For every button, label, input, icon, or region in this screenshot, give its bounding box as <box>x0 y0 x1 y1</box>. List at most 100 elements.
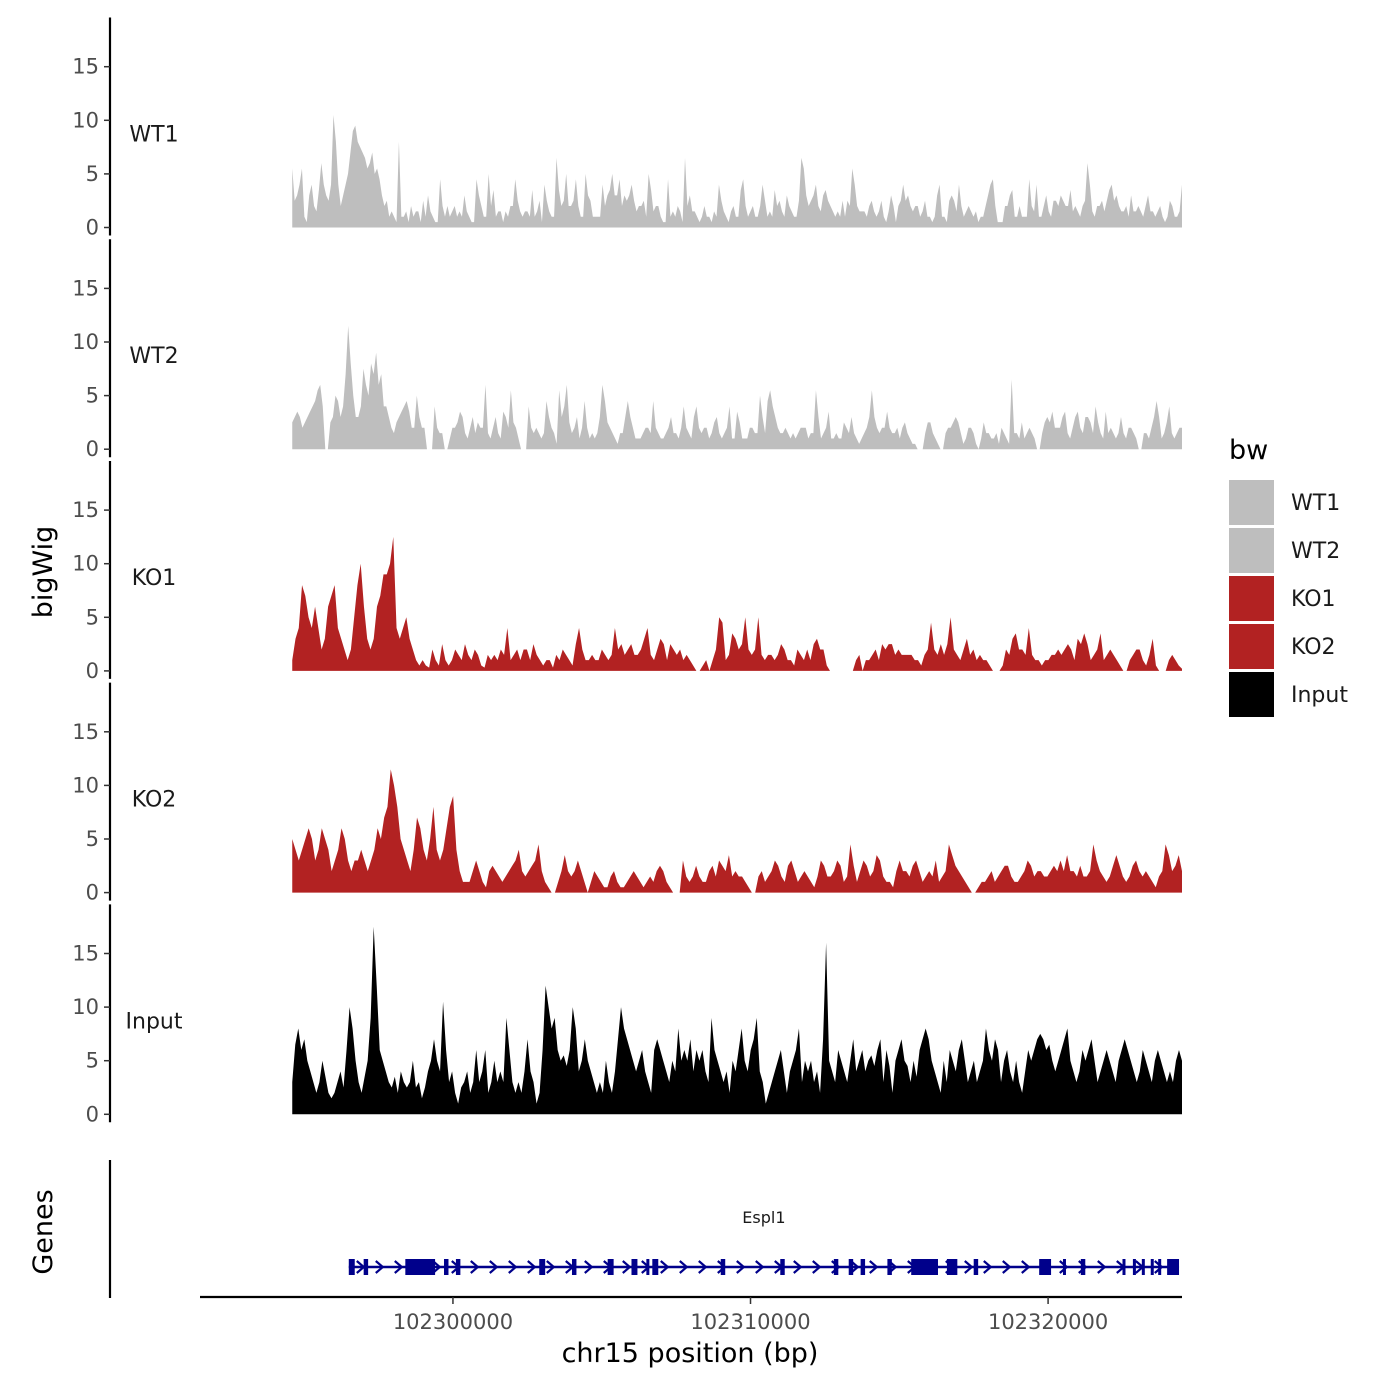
track-wt2: 0 5 10 15 WT2 <box>72 239 1182 461</box>
gene-exon <box>631 1259 638 1275</box>
genes-panel: Espl1 <box>108 1160 1180 1298</box>
strand-arrow <box>736 1260 746 1274</box>
y-tick-label: 15 <box>72 720 99 744</box>
y-tick-label: 10 <box>72 552 99 576</box>
gene-exon <box>720 1259 726 1275</box>
strand-arrow <box>489 1260 499 1274</box>
gene-exon <box>1062 1259 1066 1275</box>
legend-swatch <box>1229 528 1274 573</box>
y-tick-label: 10 <box>72 995 99 1019</box>
y-axis-title: bigWig <box>28 526 59 619</box>
strand-arrow <box>1021 1260 1031 1274</box>
track-area-ko2 <box>292 769 1182 893</box>
legend-swatch <box>1229 480 1274 525</box>
gene-exon <box>571 1259 577 1275</box>
y-tick-label: 5 <box>86 162 99 186</box>
strand-arrow <box>546 1260 556 1274</box>
legend-entries: WT1 WT2 KO1 KO2 Input <box>1229 480 1348 717</box>
track-wt1: 0 5 10 15 WT1 <box>72 17 1182 240</box>
y-tick-label: 15 <box>72 276 99 300</box>
y-tick-label: 15 <box>72 498 99 522</box>
gene-exon <box>1167 1259 1180 1275</box>
strand-arrow <box>375 1260 385 1274</box>
y-tick-label: 15 <box>72 942 99 966</box>
strand-arrow <box>1002 1260 1012 1274</box>
x-tick-label: 102320000 <box>988 1310 1108 1334</box>
gene-label: Espl1 <box>742 1208 785 1227</box>
strand-arrow <box>1097 1260 1107 1274</box>
legend-swatch <box>1229 672 1274 717</box>
strand-arrow <box>812 1260 822 1274</box>
gene-exon <box>1150 1259 1154 1275</box>
y-tick-label: 10 <box>72 330 99 354</box>
gene-exon <box>607 1259 614 1275</box>
x-axis: 102300000 102310000 102320000 <box>200 1295 1182 1334</box>
strand-arrow <box>698 1260 708 1274</box>
track-label: Input <box>126 1009 183 1034</box>
track-label: KO1 <box>132 566 177 591</box>
track-input: 0 5 10 15 Input <box>72 904 1182 1126</box>
legend-entry-ko2: KO2 <box>1229 624 1336 669</box>
legend-swatch <box>1229 576 1274 621</box>
gene-exon <box>348 1259 355 1275</box>
y-tick-label: 0 <box>86 1102 99 1126</box>
strand-arrow <box>793 1260 803 1274</box>
strand-arrow <box>660 1260 670 1274</box>
x-tick-label: 102310000 <box>690 1310 810 1334</box>
y-tick-label: 0 <box>86 881 99 905</box>
legend-swatch <box>1229 624 1274 669</box>
y-tick-label: 5 <box>86 384 99 408</box>
gene-exon <box>363 1259 369 1275</box>
legend-entry-wt2: WT2 <box>1229 528 1340 573</box>
legend-label: WT2 <box>1291 539 1340 564</box>
gene-exon <box>887 1259 892 1275</box>
legend-label: WT1 <box>1291 491 1340 516</box>
gene-exon <box>1039 1259 1052 1275</box>
legend-label: Input <box>1291 683 1348 708</box>
track-label: KO2 <box>132 788 177 813</box>
strand-arrow <box>983 1260 993 1274</box>
strand-arrow <box>508 1260 518 1274</box>
gene-exon <box>539 1259 546 1275</box>
track-area-wt2 <box>292 325 1182 450</box>
x-axis-title: chr15 position (bp) <box>562 1338 819 1369</box>
gene-exon <box>848 1259 854 1275</box>
y-tick-label: 15 <box>72 55 99 79</box>
y-tick-label: 5 <box>86 1049 99 1073</box>
gene-exon <box>455 1259 461 1275</box>
legend-entry-input: Input <box>1229 672 1348 717</box>
gene-exon <box>405 1259 436 1275</box>
legend-entry-wt1: WT1 <box>1229 480 1340 525</box>
y-tick-label: 10 <box>72 773 99 797</box>
gene-espl1: Espl1 <box>348 1208 1180 1275</box>
gene-exon <box>911 1259 938 1275</box>
y-tick-label: 5 <box>86 605 99 629</box>
y-tick-label: 0 <box>86 216 99 240</box>
gene-exon <box>444 1259 449 1275</box>
x-tick-label: 102300000 <box>393 1310 513 1334</box>
gene-exon <box>860 1259 866 1275</box>
y-tick-label: 0 <box>86 437 99 461</box>
strand-arrow <box>432 1260 442 1274</box>
strand-arrow <box>869 1260 879 1274</box>
legend-entry-ko1: KO1 <box>1229 576 1336 621</box>
gene-exon <box>833 1259 839 1275</box>
gene-exon <box>1132 1259 1136 1275</box>
gene-exon <box>973 1259 979 1275</box>
track-area-wt1 <box>292 114 1182 228</box>
y-tick-label: 10 <box>72 108 99 132</box>
legend-label: KO1 <box>1291 587 1336 612</box>
tracks-layer: 0 5 10 15 WT1 0 5 10 15 WT2 0 5 10 15 KO1 0 5 10 15 KO2 0 5 10… <box>72 17 1182 1126</box>
strand-arrow <box>394 1260 404 1274</box>
y-tick-label: 5 <box>86 827 99 851</box>
gene-exon <box>1122 1259 1126 1275</box>
strand-arrow <box>964 1260 974 1274</box>
gene-exon <box>652 1259 659 1275</box>
track-area-input <box>292 926 1182 1115</box>
strand-arrow <box>527 1260 537 1274</box>
track-ko1: 0 5 10 15 KO1 <box>72 460 1182 683</box>
strand-arrow <box>1059 1260 1069 1274</box>
strand-arrow <box>584 1260 594 1274</box>
gene-exon <box>1158 1259 1162 1275</box>
